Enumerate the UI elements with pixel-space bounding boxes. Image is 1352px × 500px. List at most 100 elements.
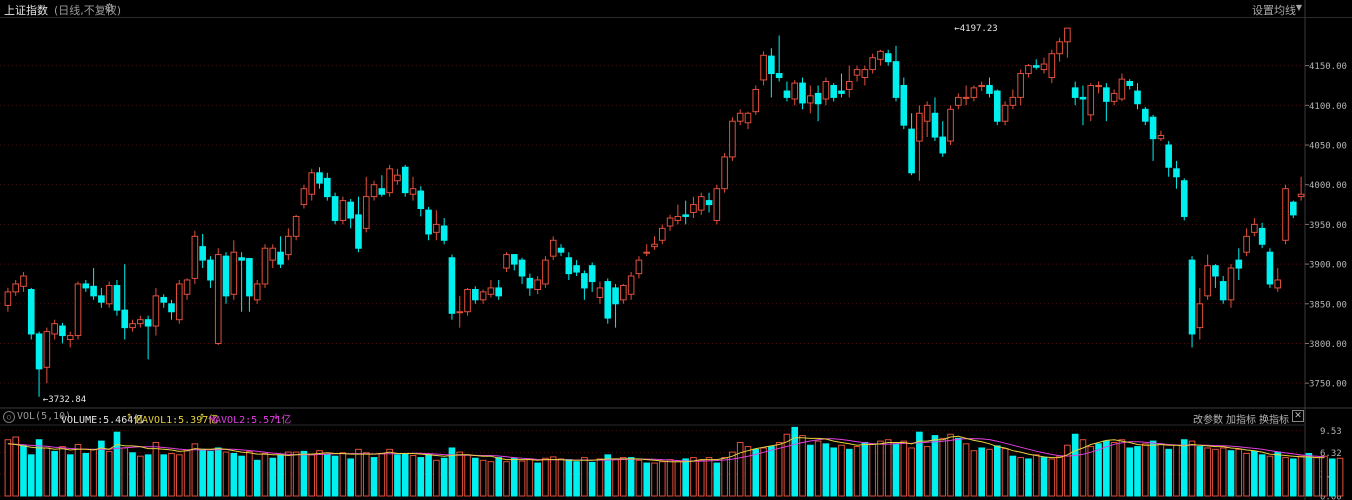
volume-bar xyxy=(791,426,799,497)
gear-icon[interactable]: ⚙ xyxy=(104,1,115,15)
volume-bar xyxy=(1204,447,1211,497)
candle-body xyxy=(425,209,432,235)
price-tick-label: 4000.00 xyxy=(1309,181,1347,191)
candle-body xyxy=(222,255,230,297)
candle-body xyxy=(1134,90,1141,105)
candle-body xyxy=(643,251,651,254)
volume-bar xyxy=(160,454,168,497)
candle-body xyxy=(557,247,565,253)
volume-bar xyxy=(386,448,393,497)
chevron-down-icon[interactable]: ▼ xyxy=(1295,3,1302,12)
volume-bar xyxy=(557,458,565,497)
volume-bar xyxy=(861,441,869,497)
volume-value: VOLUME:5.464亿 xyxy=(61,415,144,426)
volume-bar xyxy=(721,457,728,497)
candle-body xyxy=(510,254,518,265)
volume-bar xyxy=(12,436,19,497)
volume-bar xyxy=(783,433,791,497)
volume-bar xyxy=(66,454,74,497)
candle-body xyxy=(183,279,191,295)
candle-body xyxy=(1103,87,1110,102)
volume-bar xyxy=(877,440,884,497)
volume-bar xyxy=(830,447,837,497)
volume-bar xyxy=(1118,439,1126,497)
candle-body xyxy=(1064,27,1071,43)
volume-bar xyxy=(916,431,923,497)
volume-bar xyxy=(277,454,284,497)
volume-bar xyxy=(487,461,495,497)
volume-bar xyxy=(682,458,689,497)
volume-bar xyxy=(425,453,432,497)
candle-body xyxy=(456,311,464,314)
extreme-price-label: ←4197.23 xyxy=(954,24,997,34)
candle-body xyxy=(814,92,822,105)
candle-body xyxy=(620,285,627,301)
volume-bar xyxy=(596,458,604,497)
candle-body xyxy=(464,289,471,313)
candle-body xyxy=(1071,87,1079,98)
volume-bar xyxy=(955,437,962,497)
volume-bar xyxy=(207,450,214,497)
price-tick-label: 4050.00 xyxy=(1309,142,1347,152)
volume-bar xyxy=(168,452,175,497)
candle-body xyxy=(768,55,775,75)
candle-body xyxy=(775,73,783,79)
candle-body xyxy=(970,87,978,98)
extreme-price-label: ←3732.84 xyxy=(43,395,86,405)
volume-bar xyxy=(518,460,526,497)
ma-settings-button[interactable]: 设置均线 xyxy=(1252,4,1296,17)
candle-body xyxy=(20,275,27,287)
candle-body xyxy=(900,84,908,126)
candle-body xyxy=(168,303,175,313)
volume-bar xyxy=(285,451,292,497)
volume-bar xyxy=(534,462,541,497)
price-tick-label: 4100.00 xyxy=(1309,102,1347,112)
vol-indicator-name[interactable]: VOL(5,10) xyxy=(17,411,72,422)
switch-indicator-button[interactable]: 换指标 xyxy=(1259,415,1289,426)
volume-bar xyxy=(199,448,206,497)
volume-bar xyxy=(853,446,861,497)
candle-body xyxy=(736,112,744,122)
candle-body xyxy=(409,188,417,195)
volume-bar xyxy=(643,462,651,497)
volume-bar xyxy=(464,454,471,497)
volume-bar xyxy=(113,431,121,497)
candle-body xyxy=(1235,259,1243,269)
volume-bar xyxy=(978,447,986,497)
volume-bar xyxy=(1071,433,1079,497)
candle-body xyxy=(1297,193,1305,198)
chart-header: 上证指数 (日线,不复权) ⚙ 设置均线 ▼ xyxy=(0,0,1352,18)
price-tick-label: 3950.00 xyxy=(1309,221,1347,231)
candle-body xyxy=(518,259,526,277)
change-params-button[interactable]: 改参数 xyxy=(1193,415,1223,426)
volume-bar xyxy=(549,456,557,497)
indicator-toggle-icon[interactable]: ○ xyxy=(3,411,15,423)
candle-body xyxy=(308,172,316,195)
candle-body xyxy=(534,279,541,291)
volume-bar xyxy=(440,457,448,497)
volume-bar xyxy=(105,450,113,497)
candle-body xyxy=(1282,188,1289,241)
candle-body xyxy=(627,275,635,295)
candle-body xyxy=(479,291,487,301)
volume-bar xyxy=(690,457,697,497)
index-title[interactable]: 上证指数 xyxy=(4,4,48,17)
candle-body xyxy=(347,201,354,219)
candle-body xyxy=(1274,279,1282,289)
candle-body xyxy=(269,247,277,261)
volume-bar xyxy=(947,433,954,497)
add-indicator-button[interactable]: 加指标 xyxy=(1226,415,1256,426)
volume-bar xyxy=(1180,439,1188,497)
close-icon[interactable]: ✕ xyxy=(1292,410,1304,422)
candle-body xyxy=(277,251,284,265)
candle-body xyxy=(1001,104,1009,122)
candle-body xyxy=(1157,134,1165,140)
candle-body xyxy=(129,323,136,329)
period-label[interactable]: (日线,不复权) xyxy=(54,4,122,17)
candle-body xyxy=(542,259,549,285)
volume-bar xyxy=(713,462,721,497)
volume-bar xyxy=(612,459,619,497)
candle-body xyxy=(417,190,425,210)
candle-body xyxy=(799,82,806,104)
